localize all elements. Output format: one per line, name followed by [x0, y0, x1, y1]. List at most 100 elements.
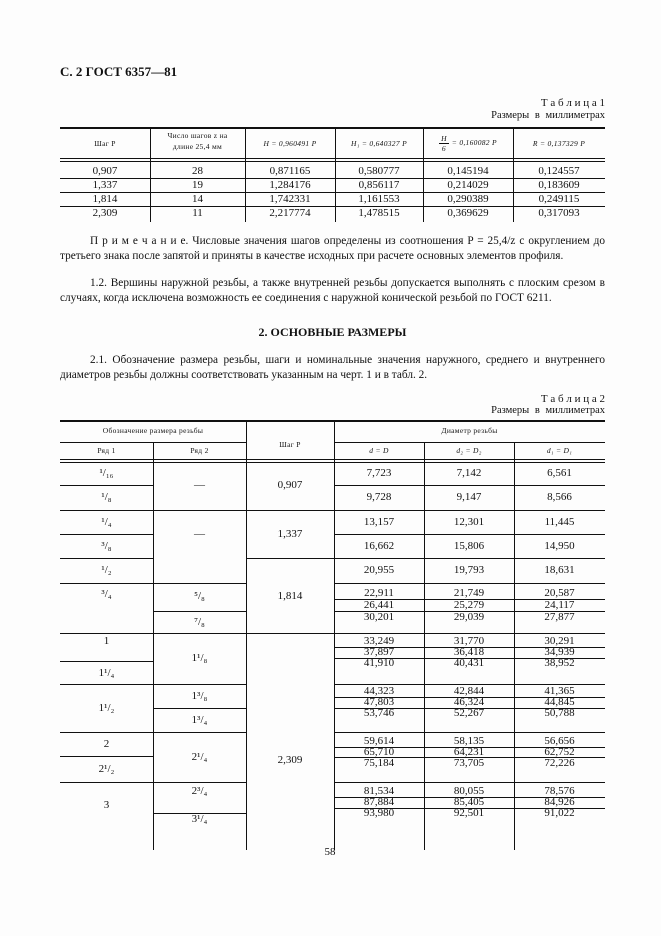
- t2-diameter-cell: 7,142: [456, 467, 482, 479]
- table-rule: [60, 485, 153, 486]
- t2-diameter-cell: 62,752: [544, 746, 575, 758]
- t1-header-H6: H 6 = 0,160082 P: [423, 131, 513, 155]
- table-rule: [334, 583, 605, 584]
- table-rule: [335, 129, 336, 222]
- t2-diameter-cell: 20,955: [363, 564, 395, 576]
- table2-units: Размеры в миллиметрах: [491, 405, 605, 416]
- table-rule: [334, 732, 605, 733]
- table-rule: [60, 161, 605, 162]
- t2-diameter-cell: 92,501: [453, 807, 485, 819]
- t2-diameter-cell: 12,301: [453, 516, 485, 528]
- page-number: 58: [324, 846, 336, 858]
- t2-diameter-cell: 33,249: [363, 635, 395, 647]
- table1-caption: Т а б л и ц а 1: [540, 97, 605, 109]
- t1-cell: 0,369629: [447, 207, 489, 219]
- table-rule: [60, 420, 605, 422]
- t1-header-H6-text: = 0,160082 P: [451, 138, 497, 147]
- t1-cell: 1,814: [92, 193, 118, 205]
- paragraph-1-2: 1.2. Вершины наружной резьбы, а также вн…: [60, 277, 605, 304]
- t1-cell: 0,907: [92, 165, 118, 177]
- t2-diameter-cell: 27,877: [544, 611, 575, 623]
- table-rule: [153, 813, 246, 814]
- table-rule: [60, 558, 153, 559]
- t2-diameter-cell: 93,980: [363, 807, 395, 819]
- table2-caption: Т а б л и ц а 2: [540, 393, 605, 405]
- t2-diameter-cell: 8,566: [547, 491, 572, 503]
- t1-cell: 0,871165: [269, 165, 311, 177]
- t1-cell: 0,317093: [538, 207, 580, 219]
- paragraph-2-1: 2.1. Обозначение размера резьбы, шаги и …: [60, 354, 605, 381]
- t1-cell: 0,183609: [538, 179, 580, 191]
- t2-header-pitch: Шаг P: [279, 440, 301, 449]
- t2-series2-cell: ⁵/₈: [194, 590, 205, 602]
- table-rule: [60, 127, 605, 129]
- t2-diameter-cell: 15,806: [453, 540, 485, 552]
- t2-diameter-cell: 87,884: [363, 796, 395, 808]
- t1-cell: 0,124557: [538, 165, 580, 177]
- t2-diameter-cell: 26,441: [363, 599, 395, 611]
- table-rule: [334, 485, 605, 486]
- note-text: Числовые значения шагов определены из со…: [60, 235, 606, 262]
- t2-diameter-cell: 9,728: [366, 491, 392, 503]
- table-rule: [334, 782, 605, 783]
- table-rule: [60, 510, 605, 511]
- t2-series2-cell: —: [194, 479, 205, 491]
- table-rule: [246, 421, 247, 850]
- t1-cell: 0,214029: [447, 179, 489, 191]
- t2-diameter-cell: 85,405: [453, 796, 485, 808]
- t2-header-diameter: Диаметр резьбы: [441, 426, 498, 435]
- table-rule: [334, 797, 605, 798]
- table-rule: [60, 178, 605, 179]
- t2-diameter-cell: 59,614: [363, 735, 395, 747]
- t1-cell: 1,742331: [269, 193, 311, 205]
- note-label: П р и м е ч а н и е.: [90, 235, 189, 247]
- t2-series1-cell: 1¹/₂: [98, 702, 115, 714]
- t2-diameter-cell: 25,279: [453, 599, 485, 611]
- t2-series1-cell: ¹/₄: [101, 516, 112, 528]
- t2-diameter-cell: 19,793: [453, 564, 485, 576]
- table-rule: [60, 459, 605, 460]
- fraction: H 6: [439, 134, 449, 153]
- table-rule: [334, 808, 605, 809]
- t2-series2-cell: 3¹/₄: [191, 813, 208, 825]
- t2-series1-cell: 3: [103, 799, 110, 811]
- t2-diameter-cell: 44,845: [544, 696, 575, 708]
- t1-header-count: Число шагов z на длине 25,4 мм: [167, 131, 228, 151]
- numerator: H: [439, 133, 449, 144]
- table-rule: [60, 633, 605, 634]
- t1-cell: 1,284176: [269, 179, 311, 191]
- table-rule: [334, 599, 605, 600]
- table-rule: [334, 697, 605, 698]
- t2-diameter-cell: 81,534: [363, 785, 395, 797]
- t1-header-H1: H₁ = 0,640327 P: [351, 139, 407, 148]
- t1-cell: 1,337: [92, 179, 118, 191]
- table-rule: [334, 747, 605, 748]
- t2-diameter-cell: 40,431: [453, 657, 485, 669]
- t2-series1-cell: 2¹/₂: [98, 763, 115, 775]
- t2-diameter-cell: 65,710: [363, 746, 395, 758]
- t1-header-H: H = 0,960491 P: [263, 139, 317, 148]
- t2-diameter-cell: 30,291: [544, 635, 575, 647]
- t2-diameter-cell: 18,631: [544, 564, 575, 576]
- table-rule: [334, 757, 605, 758]
- table-rule: [424, 442, 425, 850]
- t2-diameter-cell: 20,587: [544, 587, 575, 599]
- t1-cell: 0,580777: [358, 165, 400, 177]
- t2-diameter-cell: 56,656: [544, 735, 575, 747]
- t1-cell: 0,249115: [538, 193, 580, 205]
- t1-cell: 2,217774: [269, 207, 311, 219]
- section-heading: 2. ОСНОВНЫЕ РАЗМЕРЫ: [258, 325, 407, 339]
- table-rule: [60, 462, 605, 463]
- table-rule: [60, 534, 153, 535]
- t2-diameter-cell: 75,184: [363, 757, 395, 769]
- t2-diameter-cell: 91,022: [544, 807, 575, 819]
- t1-cell: 11: [192, 207, 203, 219]
- table-rule: [334, 647, 605, 648]
- t2-diameter-cell: 21,749: [453, 587, 485, 599]
- t2-diameter-cell: 53,746: [363, 707, 395, 719]
- table-rule: [153, 611, 246, 612]
- table-rule: [153, 708, 246, 709]
- t2-header-designation: Обозначение размера резьбы: [102, 426, 204, 435]
- t1-cell: 0,145194: [447, 165, 489, 177]
- t2-diameter-cell: 64,231: [453, 746, 485, 758]
